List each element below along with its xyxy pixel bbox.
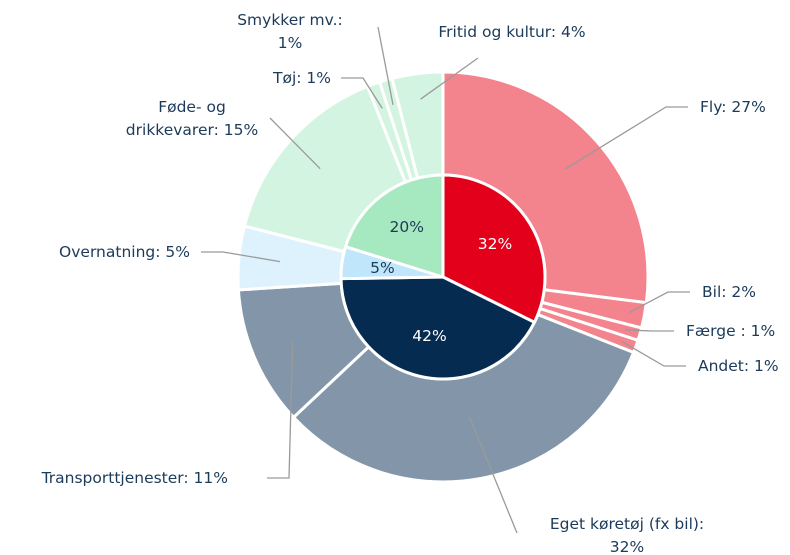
slice xyxy=(441,173,547,325)
leader-line xyxy=(621,340,686,367)
leader-line xyxy=(377,26,394,105)
slice-label: Føde- og drikkevarer: 15% xyxy=(126,98,258,139)
label-line: Fritid og kultur: 4% xyxy=(438,23,585,41)
leader-line xyxy=(420,57,479,100)
leader-line xyxy=(341,77,383,109)
label-line: Andet: 1% xyxy=(698,357,779,375)
slice-label: Overnatning: 5% xyxy=(59,243,190,261)
slice-label: Transporttjenester: 11% xyxy=(41,469,228,487)
slice-label: Bil: 2% xyxy=(702,283,756,301)
label-line: Færge : 1% xyxy=(686,322,775,340)
value-label: 20% xyxy=(389,218,423,236)
slice xyxy=(343,173,445,280)
slice xyxy=(339,275,537,381)
value-label: 5% xyxy=(370,259,395,277)
label-line: Føde- og xyxy=(158,98,226,116)
leader-line xyxy=(267,342,294,479)
label-line: Transporttjenester: 11% xyxy=(41,469,228,487)
leader-line xyxy=(628,291,690,314)
leader-line xyxy=(269,117,321,170)
label-line: Fly: 27% xyxy=(700,98,766,116)
value-label: 32% xyxy=(478,235,512,253)
label-line: 32% xyxy=(610,538,644,555)
label-line: Overnatning: 5% xyxy=(59,243,190,261)
label-line: Tøj: 1% xyxy=(272,69,331,87)
leader-line xyxy=(624,329,674,332)
slice-label: Andet: 1% xyxy=(698,357,779,375)
value-label: 42% xyxy=(412,327,446,345)
slice-label: Tøj: 1% xyxy=(272,69,331,87)
slice-label: Fly: 27% xyxy=(700,98,766,116)
label-line: drikkevarer: 15% xyxy=(126,121,258,139)
label-line: Bil: 2% xyxy=(702,283,756,301)
leader-line xyxy=(201,251,281,263)
label-line: Eget køretøj (fx bil): xyxy=(550,515,704,533)
slice-label: Fritid og kultur: 4% xyxy=(438,23,585,41)
leader-line xyxy=(565,106,688,170)
slice-label: Færge : 1% xyxy=(686,322,775,340)
label-line: 1% xyxy=(278,34,303,52)
leader-line xyxy=(469,417,518,534)
slice-label: Eget køretøj (fx bil): 32% xyxy=(550,515,704,555)
label-line: Smykker mv.: xyxy=(237,11,343,29)
slice-label: Smykker mv.: 1% xyxy=(237,11,343,52)
